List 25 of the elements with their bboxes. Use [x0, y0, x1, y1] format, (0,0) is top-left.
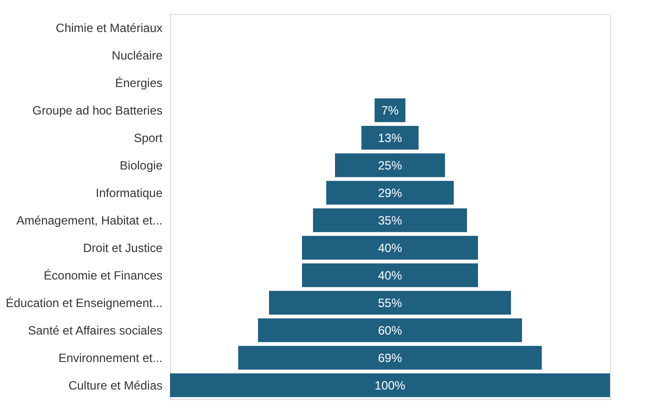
- data-label: 55%: [378, 296, 402, 310]
- category-label: Informatique: [96, 186, 163, 200]
- category-label: Biologie: [120, 158, 163, 172]
- category-label: Énergies: [115, 76, 162, 90]
- category-label: Nucléaire: [112, 48, 163, 62]
- category-label: Aménagement, Habitat et...: [16, 213, 162, 228]
- data-label: 29%: [378, 186, 402, 200]
- data-label: 13%: [378, 130, 402, 145]
- data-label: 100%: [374, 378, 406, 392]
- data-label: 40%: [378, 240, 402, 255]
- data-label: 25%: [378, 158, 402, 172]
- category-label: Droit et Justice: [83, 240, 163, 255]
- category-label: Environnement et...: [58, 350, 162, 365]
- data-label: 40%: [378, 268, 402, 282]
- category-label: Groupe ad hoc Batteries: [32, 103, 162, 118]
- data-label: 60%: [378, 323, 402, 338]
- category-label: Sport: [134, 130, 164, 145]
- data-label: 7%: [381, 103, 399, 118]
- data-label: 35%: [378, 213, 402, 228]
- category-label: Économie et Finances: [44, 268, 162, 282]
- category-label: Culture et Médias: [68, 378, 162, 392]
- category-label: Éducation et Enseignement...: [6, 296, 162, 310]
- category-label: Santé et Affaires sociales: [28, 323, 162, 338]
- category-label: Chimie et Matériaux: [56, 20, 162, 35]
- data-label: 69%: [378, 350, 402, 365]
